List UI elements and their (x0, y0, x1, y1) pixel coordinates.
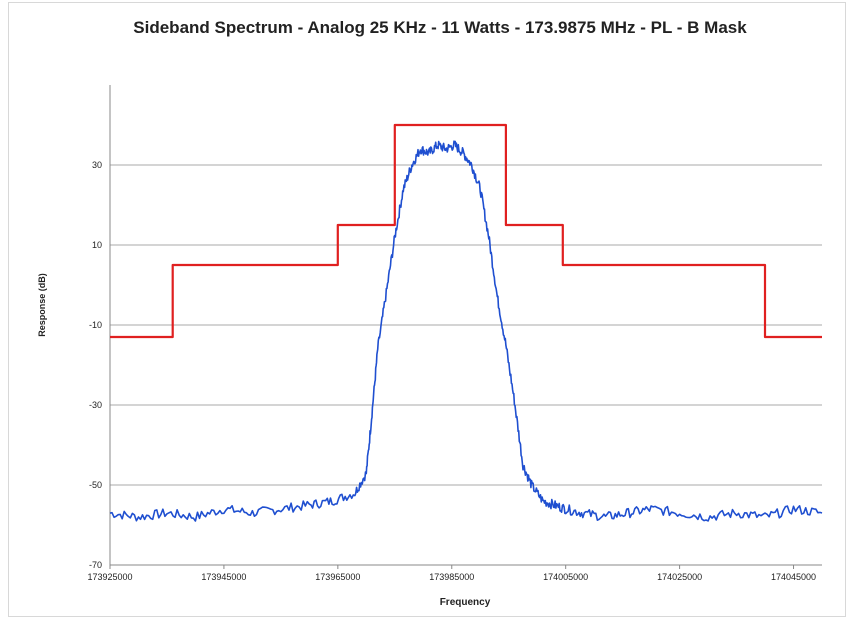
y-tick-label: -50 (89, 480, 102, 490)
x-axis-label: Frequency (439, 597, 491, 608)
x-tick-label: 174045000 (771, 572, 816, 582)
series-mask-line (110, 123, 822, 339)
x-tick-label: 173945000 (201, 572, 246, 582)
x-tick-label: 174025000 (657, 572, 702, 582)
y-tick-label: -10 (89, 320, 102, 330)
y-tick-label: 30 (92, 160, 102, 170)
x-tick-label: 173965000 (315, 572, 360, 582)
chart-frame (8, 2, 846, 617)
chart-title: Sideband Spectrum - Analog 25 KHz - 11 W… (133, 18, 747, 37)
y-tick-label: -30 (89, 400, 102, 410)
x-tick-label: 173925000 (87, 572, 132, 582)
y-tick-label: 10 (92, 240, 102, 250)
y-tick-label: -70 (89, 560, 102, 570)
x-tick-label: 174005000 (543, 572, 588, 582)
series-spectrum-line (109, 140, 823, 522)
x-tick-label: 173985000 (429, 572, 474, 582)
